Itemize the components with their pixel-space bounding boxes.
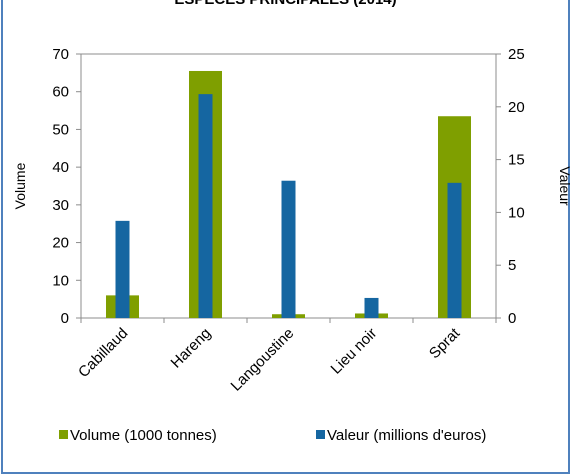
chart-title: ESPÈCES PRINCIPALES (2014): [0, 0, 571, 8]
y-tick-label: 70: [52, 46, 69, 63]
x-tick-label: Lieu noir: [328, 325, 381, 378]
legend-label: Volume (1000 tonnes): [70, 427, 217, 444]
x-tick-label: Cabillaud: [75, 325, 131, 381]
legend-label: Valeur (millions d'euros): [327, 427, 486, 444]
y2-tick-label: 15: [508, 152, 525, 169]
y2-axis-label: Valeur: [557, 166, 571, 206]
y2-tick-label: 25: [508, 46, 525, 63]
y-tick-label: 20: [52, 235, 69, 252]
y-tick-label: 10: [52, 272, 69, 289]
y2-tick-label: 5: [508, 257, 516, 274]
bar-valeur: [281, 180, 296, 318]
y2-tick-label: 0: [508, 310, 516, 327]
bar-valeur: [447, 182, 462, 318]
y-tick-label: 40: [52, 159, 69, 176]
bar-valeur: [115, 220, 130, 318]
x-tick-label: Hareng: [168, 325, 215, 372]
bar-valeur: [198, 94, 213, 319]
x-tick-label: Langoustine: [228, 325, 298, 395]
y-axis-label: Volume: [12, 162, 28, 209]
x-tick-label: Sprat: [426, 324, 464, 362]
y-tick-label: 0: [61, 310, 69, 327]
y-tick-label: 30: [52, 197, 69, 214]
legend-swatch: [59, 430, 68, 439]
y2-tick-label: 20: [508, 99, 525, 116]
bar-valeur: [364, 297, 379, 318]
y-tick-label: 60: [52, 84, 69, 101]
legend-swatch: [316, 430, 325, 439]
y2-tick-label: 10: [508, 204, 525, 221]
y-tick-label: 50: [52, 121, 69, 138]
